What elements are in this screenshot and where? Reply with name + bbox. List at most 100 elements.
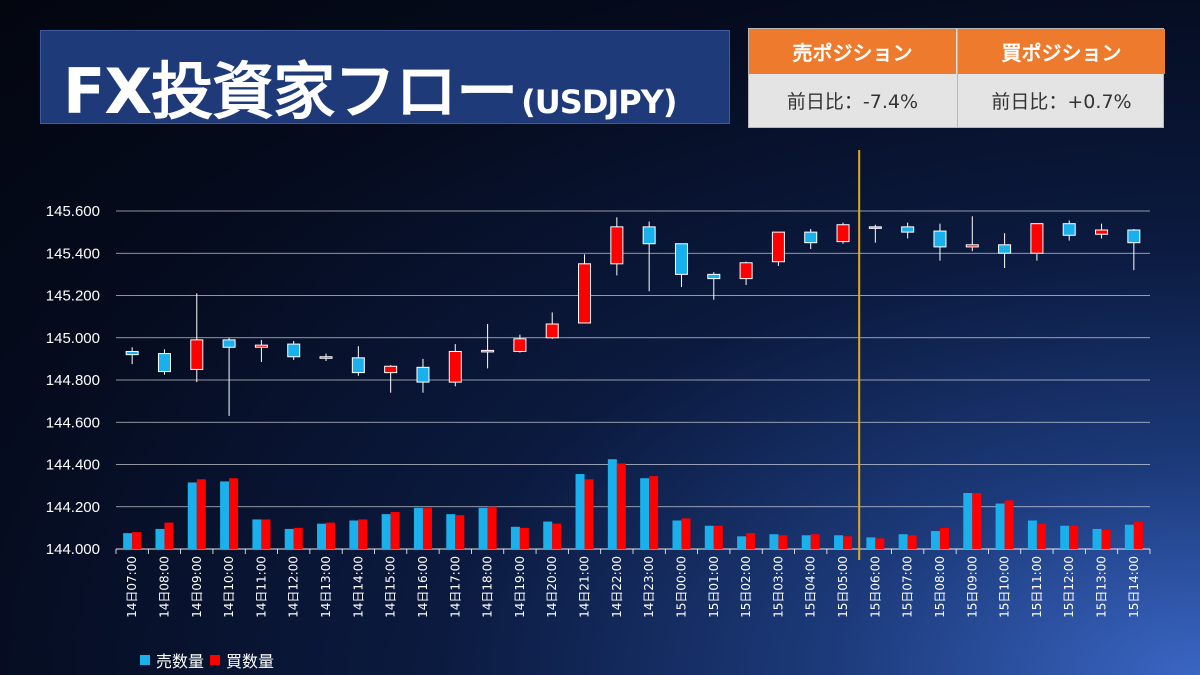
y-tick-label: 144.600 [46, 414, 100, 431]
y-tick-label: 144.200 [46, 499, 100, 516]
sell-volume-bar [640, 478, 650, 549]
sell-volume-bar [575, 474, 585, 549]
x-tick-label: 14日20:00 [545, 556, 559, 618]
x-tick-label: 15日03:00 [771, 556, 785, 618]
sell-position-change: 前日比：-7.4% [786, 91, 919, 113]
y-tick-label: 144.800 [46, 372, 100, 389]
x-tick-label: 14日17:00 [448, 556, 462, 618]
sell-legend-swatch [140, 655, 150, 665]
buy-volume-bar [649, 476, 659, 549]
candle-body-down [416, 366, 430, 383]
y-tick-label: 145.000 [46, 330, 100, 347]
x-tick-label: 14日14:00 [351, 556, 365, 618]
x-tick-label: 14日10:00 [222, 556, 236, 618]
sell-volume-bar [1124, 524, 1134, 549]
buy-volume-bar [487, 506, 497, 549]
buy-legend-swatch [210, 655, 221, 665]
chart-legend: 売数量 買数量 [140, 648, 274, 672]
candle-body-down [157, 353, 171, 373]
sell-volume-bar [801, 535, 811, 549]
sell-volume-bar [769, 534, 779, 549]
buy-volume-bar [616, 463, 626, 549]
buy-position-change: 前日比：+0.7% [991, 91, 1132, 113]
sell-volume-bar [349, 520, 359, 549]
candle-body-down [901, 226, 915, 233]
buy-volume-bar [293, 527, 303, 549]
sell-volume-bar [446, 514, 456, 549]
x-tick-label: 14日08:00 [157, 556, 171, 618]
sell-volume-bar [317, 523, 327, 549]
sell-volume-bar [704, 525, 714, 549]
x-tick-label: 14日15:00 [384, 556, 398, 618]
buy-position-column: 買ポジション 前日比：+0.7% [957, 29, 1165, 127]
buy-position-header: 買ポジション [958, 29, 1165, 74]
sell-volume-bar [252, 519, 262, 549]
page-title: FX投資家フロー (USDJPY) [63, 41, 678, 131]
title-banner: FX投資家フロー (USDJPY) [40, 30, 730, 128]
buy-volume-bar [746, 533, 756, 549]
sell-volume-bar [284, 528, 294, 549]
y-tick-label: 145.200 [46, 288, 100, 305]
sell-volume-bar [155, 528, 165, 549]
candle-body-down [998, 244, 1012, 254]
buy-volume-bar [1101, 529, 1111, 549]
candle-body-down [804, 231, 818, 244]
buy-volume-bar [875, 538, 885, 549]
candle-body-up [771, 231, 785, 263]
candle-body-down [674, 243, 688, 275]
x-tick-label: 14日19:00 [513, 556, 527, 618]
candle-body-up [384, 365, 398, 374]
sell-volume-bar [510, 526, 520, 549]
buy-volume-bar [326, 522, 336, 549]
x-tick-label: 15日09:00 [965, 556, 979, 618]
x-tick-label: 15日07:00 [901, 556, 915, 618]
buy-volume-bar [390, 512, 400, 549]
sell-volume-bar [1092, 528, 1102, 549]
buy-volume-bar [972, 493, 982, 549]
candle-body-down [125, 350, 139, 356]
sell-volume-bar [607, 459, 617, 549]
candle-body-up [578, 263, 592, 324]
candle-body-up [1095, 229, 1109, 235]
candle-body-down [707, 273, 721, 280]
buy-volume-bar [1069, 525, 1079, 549]
buy-volume-bar [261, 519, 271, 549]
x-tick-label: 14日07:00 [125, 556, 139, 618]
y-tick-label: 145.400 [46, 245, 100, 262]
sell-volume-bar [1027, 520, 1037, 549]
candle-body-down [868, 226, 882, 229]
buy-volume-bar [422, 507, 432, 549]
candle-body-up [319, 356, 333, 359]
candle-body-down [1127, 229, 1141, 244]
buy-volume-bar [196, 479, 206, 549]
candle-body-up [836, 224, 850, 243]
sell-volume-bar [381, 514, 391, 549]
candle-body-up [1030, 223, 1044, 254]
x-tick-label: 15日05:00 [836, 556, 850, 618]
x-tick-label: 14日12:00 [287, 556, 301, 618]
candle-body-down [351, 357, 365, 374]
candle-body-up [481, 349, 495, 353]
buy-volume-bar [1036, 523, 1046, 549]
buy-volume-bar [907, 535, 917, 549]
sell-volume-bar [543, 521, 553, 549]
candle-body-down [287, 343, 301, 358]
buy-legend-label: 買数量 [226, 652, 275, 671]
sell-volume-bar [834, 535, 844, 549]
candle-body-down [642, 226, 656, 245]
sell-volume-bar [413, 507, 423, 549]
x-tick-label: 14日18:00 [481, 556, 495, 618]
x-tick-label: 14日22:00 [610, 556, 624, 618]
x-tick-label: 14日09:00 [190, 556, 204, 618]
x-tick-label: 14日21:00 [578, 556, 592, 618]
sell-volume-bar [995, 503, 1005, 549]
sell-volume-bar [123, 533, 133, 549]
buy-volume-bar [132, 532, 142, 549]
sell-volume-bar [898, 534, 908, 549]
buy-volume-bar [681, 518, 691, 549]
candle-body-down [1062, 223, 1076, 236]
x-tick-label: 15日08:00 [933, 556, 947, 618]
buy-volume-bar [358, 519, 368, 549]
x-tick-label: 15日01:00 [707, 556, 721, 618]
